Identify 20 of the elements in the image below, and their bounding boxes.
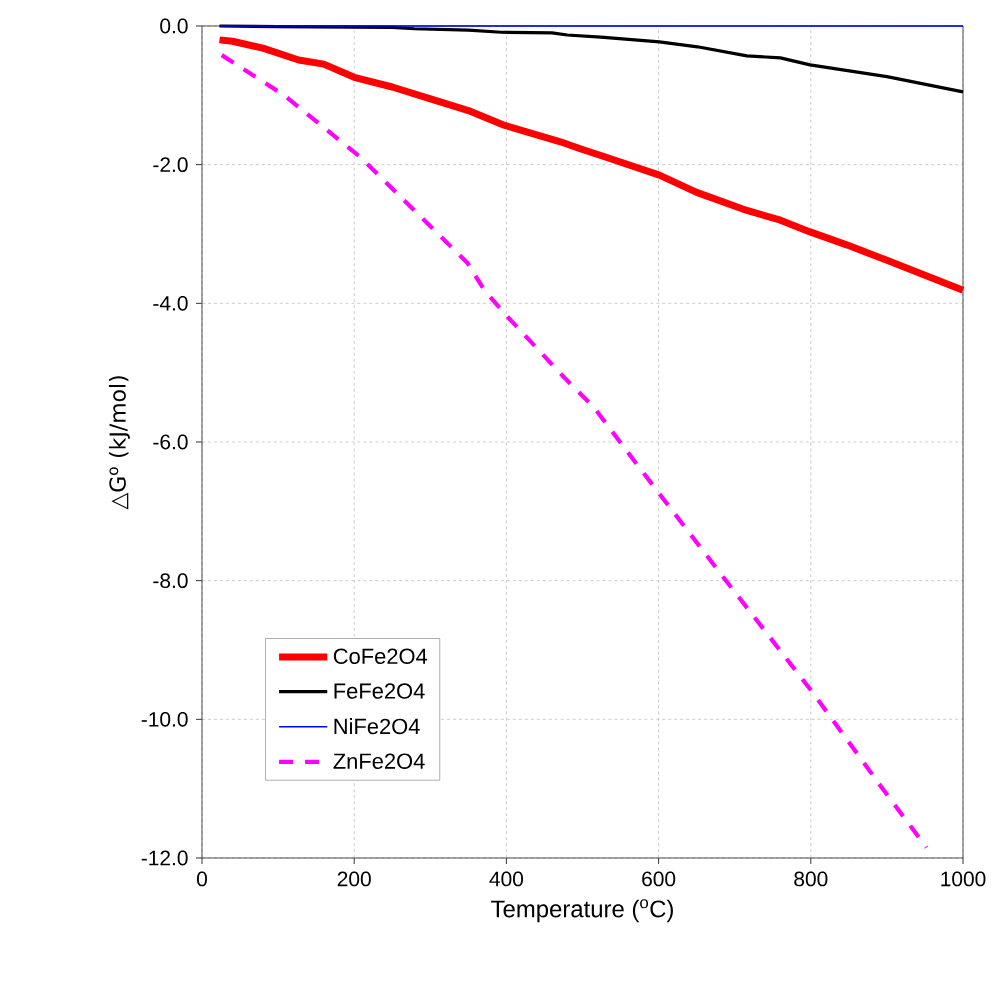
legend-label: ZnFe2O4 xyxy=(333,753,425,769)
legend-label: CoFe2O4 xyxy=(333,648,428,665)
x-tick-label: 800 xyxy=(794,871,828,887)
y-tick-label: -4.0 xyxy=(153,295,188,311)
x-tick-label: 400 xyxy=(489,871,524,887)
y-tick-label: -2.0 xyxy=(153,157,188,173)
y-tick-label: -10.0 xyxy=(141,711,188,727)
legend-label: NiFe2O4 xyxy=(334,718,420,735)
y-axis-title: △G$^{o}$ (kJ/mol) xyxy=(108,376,130,510)
x-tick-label: 200 xyxy=(337,871,371,887)
line-series xyxy=(219,53,929,850)
x-tick-label: 600 xyxy=(642,871,676,887)
y-tick-label: 0.0 xyxy=(160,18,188,34)
legend-label: FeFe2O4 xyxy=(334,683,425,699)
y-tick-label: -6.0 xyxy=(153,434,188,450)
x-tick-label: 1000 xyxy=(941,871,986,887)
y-tick-label: -8.0 xyxy=(153,573,188,589)
x-axis-title: Temperature ($^{o}$C) xyxy=(491,899,673,923)
y-tick-label: -12.0 xyxy=(141,850,188,866)
x-tick-label: 0 xyxy=(196,871,207,887)
